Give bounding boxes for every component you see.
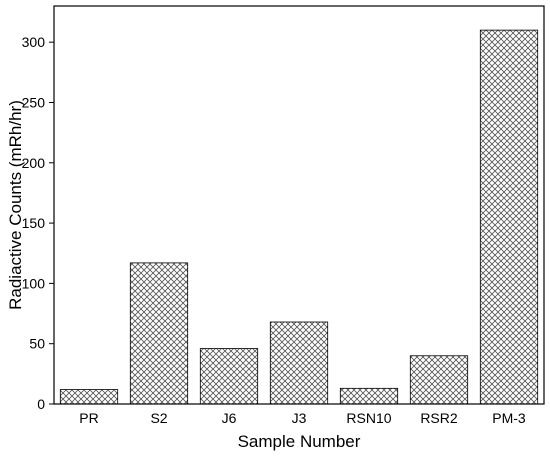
bar-pr <box>59 389 119 405</box>
y-tick-label: 250 <box>22 94 46 110</box>
x-tick-label: J6 <box>222 410 237 426</box>
x-tick-label: RSR2 <box>420 410 458 426</box>
bar-j3 <box>269 321 329 405</box>
y-tick-label: 50 <box>29 336 45 352</box>
x-axis-ticks: PR S2 J6 J3 RSN10 RSR2 PM-3 <box>79 410 526 426</box>
y-tick-label: 0 <box>37 396 45 412</box>
plot-frame <box>53 5 545 405</box>
bar-rsn10 <box>339 387 399 405</box>
bars-group <box>59 29 539 405</box>
bar-s2 <box>129 262 189 405</box>
bar-rsr2 <box>409 355 469 405</box>
y-tick-label: 200 <box>22 155 46 171</box>
x-tick-label: PM-3 <box>492 410 526 426</box>
y-tick-label: 300 <box>22 34 46 50</box>
bar-pm-3 <box>479 29 539 405</box>
y-tick-label: 100 <box>22 275 46 291</box>
y-axis-ticks: 0 50 100 150 200 250 300 <box>22 34 54 412</box>
x-tick-label: PR <box>79 410 98 426</box>
y-tick-label: 150 <box>22 215 46 231</box>
x-tick-label: RSN10 <box>346 410 391 426</box>
x-tick-label: J3 <box>292 410 307 426</box>
y-axis-title: Radiactive Counts (mRh/hr) <box>6 100 25 310</box>
x-axis-title: Sample Number <box>238 432 361 451</box>
bar-j6 <box>199 348 259 405</box>
x-tick-label: S2 <box>150 410 167 426</box>
